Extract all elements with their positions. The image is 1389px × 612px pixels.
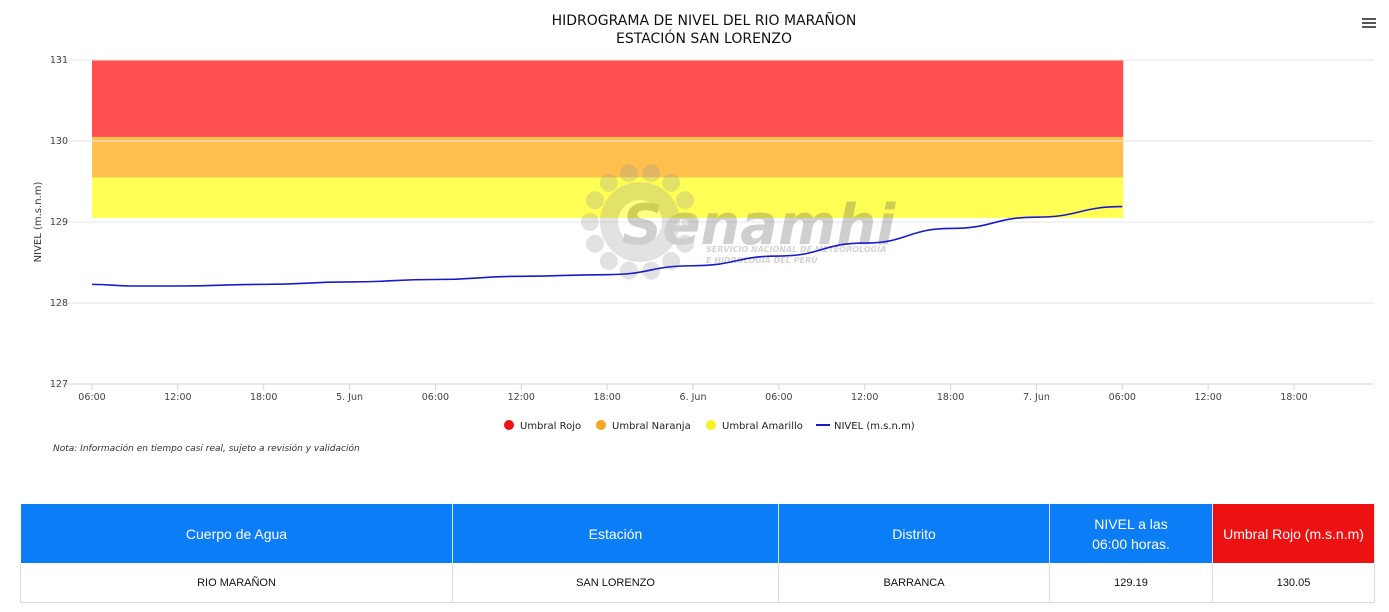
sun-ray <box>599 252 618 271</box>
y-tick-label: 130 <box>50 136 68 147</box>
x-tick-label: 18:00 <box>250 392 277 403</box>
x-tick-label: 06:00 <box>78 392 105 403</box>
chart-note: Nota: Información en tiempo casi real, s… <box>53 443 360 454</box>
sun-ray <box>662 252 681 271</box>
header-distrito: Distrito <box>778 503 1050 564</box>
series-line-nivel <box>91 205 1123 287</box>
sun-logo-icon <box>581 164 699 280</box>
x-tick-label: 06:00 <box>1109 392 1136 403</box>
cell-distrito: BARRANCA <box>778 563 1050 603</box>
legend-label: Umbral Amarillo <box>722 421 803 432</box>
header-estacion: Estación <box>452 503 779 564</box>
x-tick-label: 12:00 <box>1194 392 1221 403</box>
legend-item[interactable]: Umbral Naranja <box>596 420 691 432</box>
sun-ray <box>599 173 618 192</box>
y-tick-label: 127 <box>50 379 68 390</box>
sun-ray <box>585 234 604 253</box>
x-tick-label: 12:00 <box>508 392 535 403</box>
watermark-tagline-1: SERVICIO NACIONAL DE METEOROLOGÍA <box>706 243 886 254</box>
band-umbral-rojo <box>92 60 1124 137</box>
x-tick-label: 18:00 <box>593 392 620 403</box>
hydrograph-chart: HIDROGRAMA DE NIVEL DEL RIO MARAÑON ESTA… <box>33 12 1374 454</box>
legend-marker <box>596 420 606 430</box>
x-tick-label: 18:00 <box>1280 392 1307 403</box>
band-umbral-amarillo <box>92 177 1124 218</box>
cell-estacion: SAN LORENZO <box>452 563 779 603</box>
legend-item[interactable]: Umbral Amarillo <box>706 420 803 432</box>
legend-item[interactable]: Umbral Rojo <box>504 420 581 432</box>
table-row: RIO MARAÑON SAN LORENZO BARRANCA 129.19 … <box>20 563 1375 603</box>
y-tick-label: 129 <box>50 217 68 228</box>
sun-ray <box>619 261 638 280</box>
chart-title: HIDROGRAMA DE NIVEL DEL RIO MARAÑON <box>552 12 857 29</box>
x-tick-label: 7. Jun <box>1023 392 1050 403</box>
y-axis-label: NIVEL (m.s.n.m) <box>33 182 44 263</box>
chart-legend[interactable]: Umbral Rojo Umbral Naranja Umbral Amarillo… <box>504 420 915 432</box>
x-tick-label: 12:00 <box>851 392 878 403</box>
sun-ray <box>642 164 661 183</box>
header-cuerpo-de-agua: Cuerpo de Agua <box>20 503 453 564</box>
x-tick-label: 6. Jun <box>680 392 707 403</box>
station-info-table: Cuerpo de Agua Estación Distrito NIVEL a… <box>20 503 1375 603</box>
sun-ray <box>676 191 695 210</box>
watermark-brand: Senamhi <box>622 193 896 258</box>
sun-ray <box>676 234 695 253</box>
x-tick-label: 18:00 <box>937 392 964 403</box>
legend-marker <box>504 420 514 430</box>
y-tick-label: 131 <box>50 55 68 66</box>
chart-subtitle: ESTACIÓN SAN LORENZO <box>616 29 792 47</box>
hamburger-menu-icon[interactable] <box>1362 16 1376 30</box>
senamhi-watermark: Senamhi SERVICIO NACIONAL DE METEOROLOGÍ… <box>581 164 896 280</box>
grid-lines <box>50 59 1374 304</box>
watermark-tagline-2: E HIDROLOGÍA DEL PERÚ <box>706 254 818 265</box>
sun-ray <box>662 173 681 192</box>
legend-marker <box>706 420 716 430</box>
cell-umbral-rojo: 130.05 <box>1212 563 1375 603</box>
x-tick-label: 06:00 <box>422 392 449 403</box>
sun-ray <box>681 213 699 231</box>
series-layer <box>91 205 1123 287</box>
legend-label: Umbral Rojo <box>520 421 581 432</box>
sun-ray <box>581 213 599 231</box>
legend-label: Umbral Naranja <box>612 421 691 432</box>
y-axis-ticks: 127 128 129 130 131 <box>50 55 68 390</box>
sun-ray <box>585 191 604 210</box>
threshold-bands <box>92 60 1124 218</box>
band-umbral-naranja <box>92 136 1124 178</box>
x-tick-label: 12:00 <box>164 392 191 403</box>
cell-nivel: 129.19 <box>1049 563 1213 603</box>
header-nivel: NIVEL a las 06:00 horas. <box>1049 503 1213 564</box>
header-umbral-rojo: Umbral Rojo (m.s.n.m) <box>1212 503 1375 564</box>
y-tick-label: 128 <box>50 298 68 309</box>
sun-ray <box>619 164 638 183</box>
x-axis-ticks: 06:00 12:00 18:00 5. Jun 06:00 12:00 18:00 6. J… <box>78 384 1308 403</box>
header-nivel-line1: NIVEL a las <box>1094 515 1168 532</box>
cell-cuerpo-de-agua: RIO MARAÑON <box>20 563 453 603</box>
x-tick-label: 06:00 <box>765 392 792 403</box>
legend-item[interactable]: NIVEL (m.s.n.m) <box>816 421 915 432</box>
table-header-row: Cuerpo de Agua Estación Distrito NIVEL a… <box>20 503 1375 564</box>
legend-label: NIVEL (m.s.n.m) <box>834 421 915 432</box>
x-tick-label: 5. Jun <box>336 392 363 403</box>
header-nivel-line2: 06:00 horas. <box>1092 535 1170 552</box>
